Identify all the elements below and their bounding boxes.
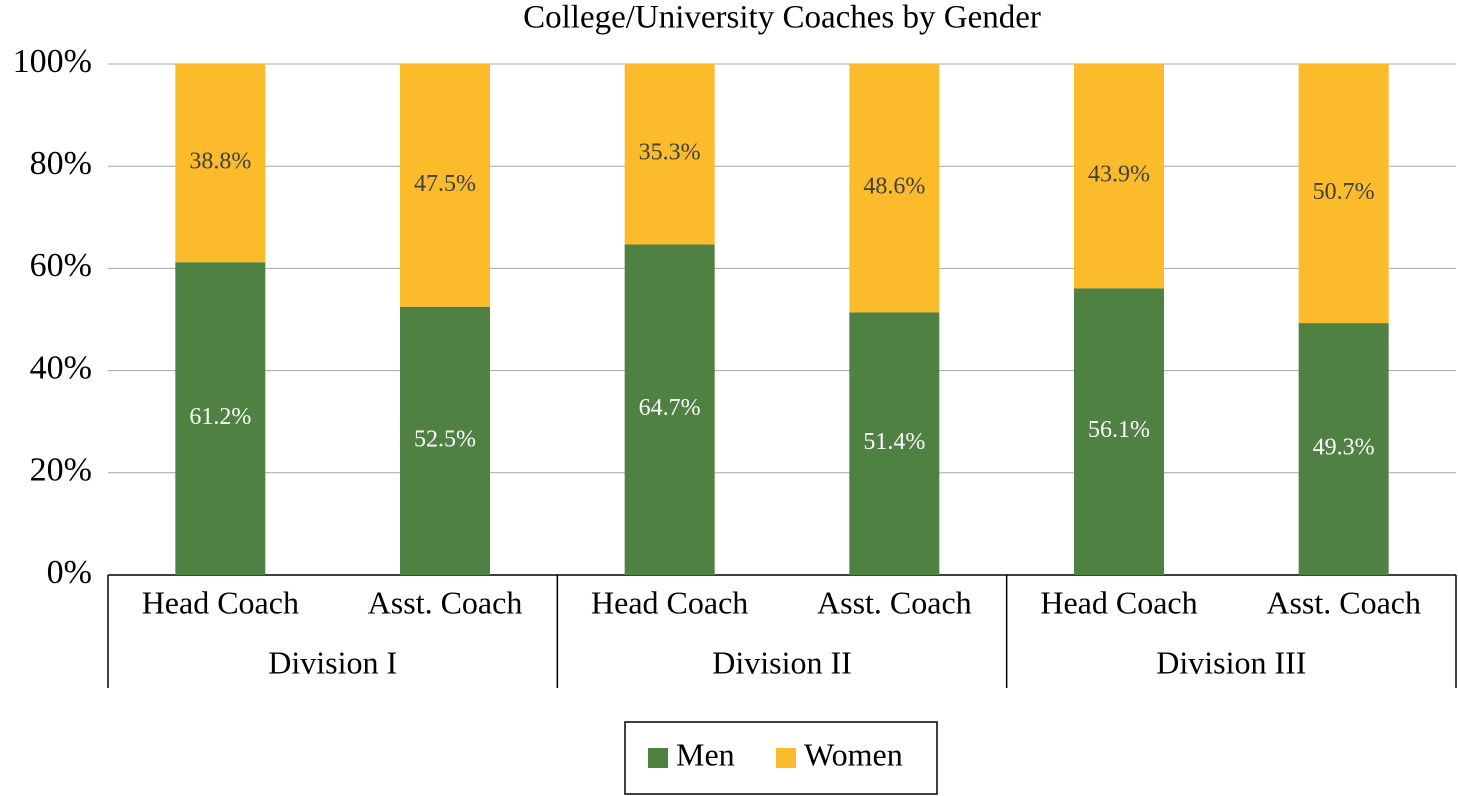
group-label: Division II: [712, 644, 852, 680]
bar-segment: [1298, 323, 1389, 575]
data-label: 56.1%: [1088, 417, 1150, 443]
legend-swatch: [648, 748, 668, 768]
bar-segment: [849, 312, 940, 575]
data-label: 49.3%: [1313, 435, 1375, 461]
data-label: 51.4%: [863, 429, 925, 455]
bar-segment: [400, 64, 490, 307]
data-label: 50.7%: [1313, 179, 1375, 205]
y-tick-label: 80%: [30, 145, 92, 182]
y-tick-label: 40%: [30, 349, 92, 386]
data-label: 61.2%: [189, 404, 251, 430]
bar-segment: [624, 64, 715, 245]
bar-segment: [175, 64, 266, 263]
bar-segment: [175, 262, 266, 575]
bar-segment: [1298, 64, 1389, 324]
x-tick-label: Asst. Coach: [1266, 584, 1421, 620]
y-tick-label: 60%: [30, 247, 92, 284]
x-tick-label: Asst. Coach: [368, 584, 523, 620]
bar-segment: [1074, 64, 1164, 289]
group-label: Division I: [268, 644, 397, 680]
bar-segment: [1074, 288, 1164, 575]
legend-swatch: [776, 748, 796, 768]
data-label: 47.5%: [414, 171, 476, 197]
x-tick-label: Head Coach: [591, 584, 748, 620]
data-label: 43.9%: [1088, 162, 1150, 188]
group-label: Division III: [1156, 644, 1306, 680]
bar-segment: [624, 244, 715, 575]
legend-label: Men: [676, 736, 735, 772]
bar-segment: [400, 306, 490, 575]
chart-title: College/University Coaches by Gender: [523, 0, 1041, 36]
bar-segment: [849, 64, 940, 313]
data-label: 35.3%: [639, 140, 701, 166]
data-label: 38.8%: [189, 149, 251, 175]
y-tick-label: 20%: [30, 452, 92, 489]
y-tick-label: 100%: [13, 43, 92, 80]
data-label: 64.7%: [639, 395, 701, 421]
y-tick-label: 0%: [47, 554, 92, 591]
x-tick-label: Asst. Coach: [817, 584, 972, 620]
data-label: 48.6%: [863, 174, 925, 200]
data-label: 52.5%: [414, 426, 476, 452]
x-tick-label: Head Coach: [1040, 584, 1197, 620]
legend-box: [624, 721, 938, 795]
legend-label: Women: [804, 736, 903, 772]
x-tick-label: Head Coach: [142, 584, 299, 620]
